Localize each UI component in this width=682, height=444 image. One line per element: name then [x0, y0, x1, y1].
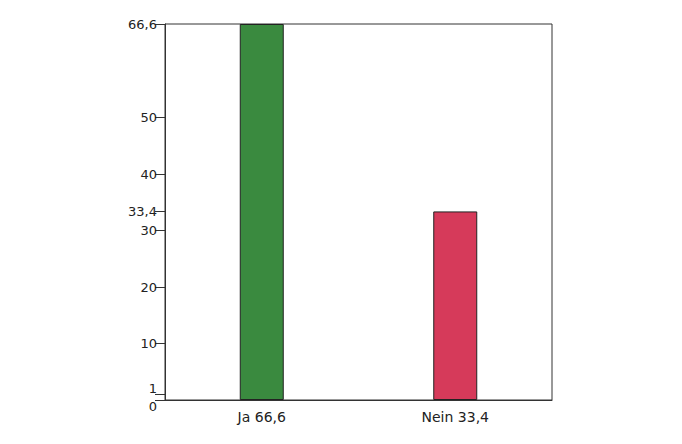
svg-text:Ja 66,6: Ja 66,6	[237, 409, 286, 425]
svg-text:10: 10	[140, 336, 157, 351]
svg-text:50: 50	[140, 110, 157, 125]
svg-text:0: 0	[149, 399, 157, 414]
svg-text:1: 1	[149, 381, 157, 396]
svg-text:Nein 33,4: Nein 33,4	[422, 409, 490, 425]
svg-text:66,6: 66,6	[128, 17, 157, 32]
svg-text:30: 30	[140, 223, 157, 238]
svg-text:20: 20	[140, 280, 157, 295]
svg-text:40: 40	[140, 167, 157, 182]
svg-text:33,4: 33,4	[128, 204, 157, 219]
